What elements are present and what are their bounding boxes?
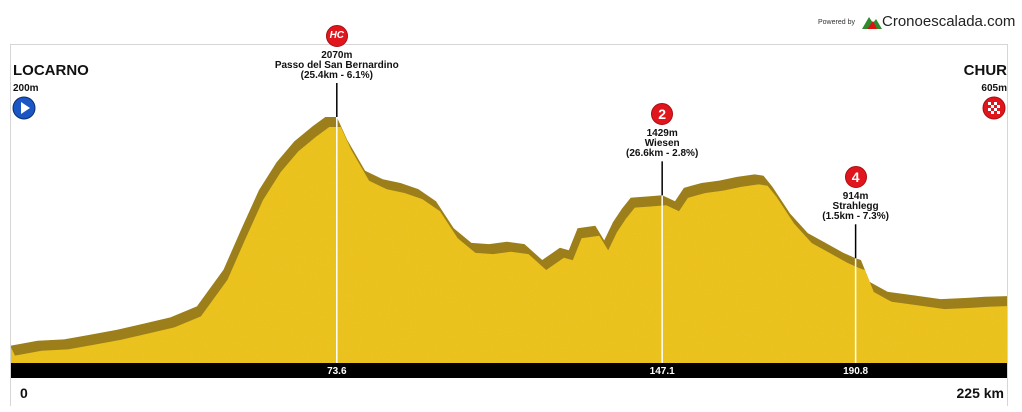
climb-category-badge: 2	[651, 103, 674, 126]
climb-label: 1429m Wiesen (26.6km - 2.8%)	[562, 129, 762, 159]
mountain-logo-icon	[862, 17, 882, 29]
brand-link[interactable]: Cronoescalada.com	[882, 13, 1016, 30]
climb-name: Strahlegg	[832, 201, 879, 213]
start-location: LOCARNO	[13, 62, 89, 79]
climb-category-badge: 4	[844, 166, 867, 189]
climb-elevation: 914m	[842, 191, 869, 203]
powered-by-label: Powered by	[818, 19, 855, 26]
elevation-texture	[11, 127, 1007, 363]
climb-name: Wiesen	[644, 138, 680, 150]
climb-distance-tick: 190.8	[843, 366, 868, 377]
climb-elevation: 1429m	[646, 128, 678, 140]
finish-distance-label: 225 km	[956, 385, 1004, 401]
checkered-flag-icon	[982, 96, 1006, 120]
finish-location: CHUR	[963, 62, 1007, 79]
climb-label: 2070m Passo del San Bernardino (25.4km - 6…	[237, 51, 437, 81]
climb-category-badge: HC	[325, 25, 348, 47]
climb-name: Passo del San Bernardino	[274, 60, 399, 71]
climb-stats: (26.6km - 2.8%)	[626, 148, 699, 160]
climb-stats: (25.4km - 6.1%)	[300, 70, 373, 81]
climb-distance-tick: 73.6	[327, 366, 347, 377]
play-icon	[12, 96, 36, 120]
climb-stats: (1.5km - 7.3%)	[822, 211, 889, 223]
distance-axis-bar	[11, 363, 1007, 378]
finish-elevation: 605m	[981, 83, 1007, 94]
climb-label: 914m Strahlegg (1.5km - 7.3%)	[756, 192, 956, 222]
climb-distance-tick: 147.1	[650, 366, 675, 377]
climb-elevation: 2070m	[321, 50, 353, 61]
start-distance-label: 0	[20, 385, 28, 401]
chart-frame	[10, 44, 1008, 406]
start-elevation: 200m	[13, 83, 39, 94]
